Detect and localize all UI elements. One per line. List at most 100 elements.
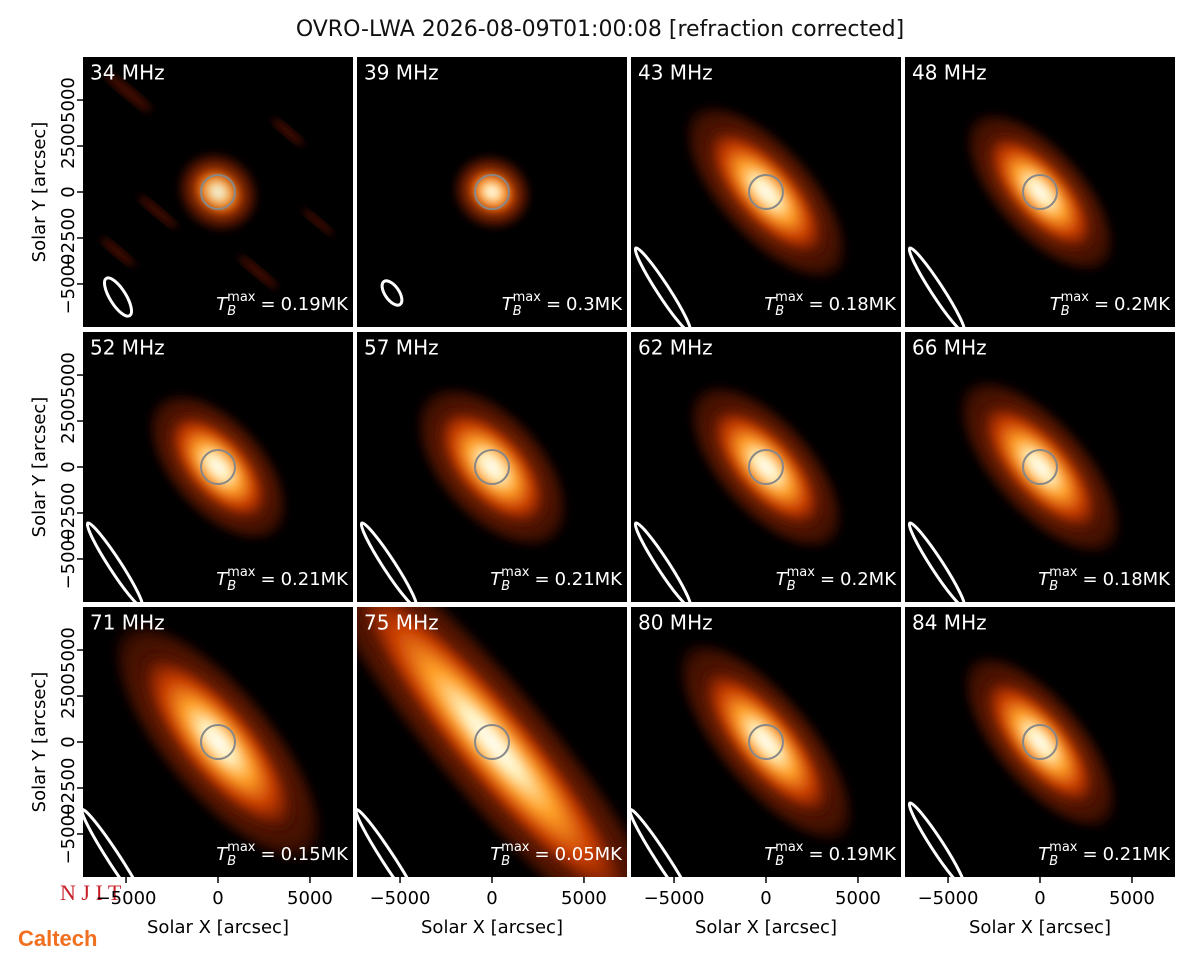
tb-value: 0.05MK xyxy=(555,844,624,865)
tb-sup: max xyxy=(501,565,530,580)
tb-value: 0.19MK xyxy=(829,844,898,865)
tb-max-label: TBmax = 0.18MK xyxy=(1038,565,1171,594)
tb-symbol: T xyxy=(490,569,503,590)
y-tick-label: −5000 xyxy=(58,804,79,865)
tb-max-label: TBmax = 0.19MK xyxy=(216,290,349,319)
solar-disk xyxy=(474,174,510,210)
tb-max-label: TBmax = 0.05MK xyxy=(490,840,623,869)
tb-sub: B xyxy=(227,854,236,869)
beam xyxy=(380,279,404,307)
y-axis-label: Solar Y [arcsec] xyxy=(29,397,50,538)
emission xyxy=(134,646,302,838)
tb-sub: B xyxy=(513,304,522,319)
tb-symbol: T xyxy=(1038,844,1051,865)
y-tick-label: −5000 xyxy=(58,529,79,590)
tb-equals: = xyxy=(1082,844,1097,865)
panel: 80 MHz TBmax = 0.19MK −5000 0 5000 Solar X [arc… xyxy=(631,607,901,938)
panel-image xyxy=(905,607,1175,877)
tb-sub: B xyxy=(775,304,784,319)
beam xyxy=(907,246,967,327)
x-tick-label: 5000 xyxy=(835,888,881,909)
panel-image xyxy=(83,332,353,602)
y-tick-label: 5000 xyxy=(58,352,79,398)
tb-sup: max xyxy=(227,290,256,305)
tb-sub: B xyxy=(775,854,784,869)
solar-disk xyxy=(200,449,236,485)
y-tick-label: 0 xyxy=(58,461,79,472)
tb-sup: max xyxy=(501,840,530,855)
tb-symbol: T xyxy=(764,844,777,865)
x-tick-label: 5000 xyxy=(287,888,333,909)
solar-disk xyxy=(200,724,236,760)
panel-image xyxy=(631,57,901,327)
tb-sub: B xyxy=(227,304,236,319)
x-tick-label: −5000 xyxy=(644,888,705,909)
tb-value: 0.21MK xyxy=(1103,844,1172,865)
x-tick-label: 0 xyxy=(212,888,223,909)
tb-equals: = xyxy=(1082,569,1097,590)
noise-blob xyxy=(238,255,278,289)
tb-sub: B xyxy=(1049,579,1058,594)
tb-equals: = xyxy=(546,294,561,315)
tb-equals: = xyxy=(808,844,823,865)
beam xyxy=(83,808,150,877)
frequency-label: 52 MHz xyxy=(90,336,165,360)
y-tick-label: 0 xyxy=(58,186,79,197)
tb-value: 0.3MK xyxy=(566,294,623,315)
panel-image xyxy=(357,332,627,602)
tb-sub: B xyxy=(1049,854,1058,869)
y-tick-label: 2500 xyxy=(58,673,79,719)
emission xyxy=(357,607,627,877)
tb-sub: B xyxy=(787,579,796,594)
tb-sub: B xyxy=(501,854,510,869)
x-tick-label: −5000 xyxy=(96,888,157,909)
noise-blob xyxy=(138,195,178,229)
y-tick-label: 2500 xyxy=(58,123,79,169)
tb-max-label: TBmax = 0.2MK xyxy=(1050,290,1172,319)
frequency-label: 43 MHz xyxy=(638,61,713,85)
panel: 84 MHz TBmax = 0.21MK −5000 0 5000 Solar X [arc… xyxy=(905,607,1175,938)
y-tick-label: 5000 xyxy=(58,77,79,123)
solar-disk xyxy=(748,174,784,210)
solar-disk xyxy=(474,724,510,760)
tb-sup: max xyxy=(787,565,816,580)
emission xyxy=(975,397,1105,537)
emission xyxy=(978,672,1102,812)
y-tick-label: 5000 xyxy=(58,627,79,673)
frequency-label: 84 MHz xyxy=(912,611,987,635)
emission xyxy=(980,128,1100,256)
beam xyxy=(359,521,419,602)
y-tick-label: −5000 xyxy=(58,254,79,315)
noise-blob xyxy=(302,208,334,236)
y-axis-label: Solar Y [arcsec] xyxy=(29,122,50,263)
panel-image xyxy=(631,607,901,877)
tb-value: 0.21MK xyxy=(555,569,624,590)
beam xyxy=(103,276,133,318)
y-tick-label: −2500 xyxy=(58,483,79,544)
x-axis-label: Solar X [arcsec] xyxy=(969,917,1111,938)
emission xyxy=(701,122,831,262)
tb-symbol: T xyxy=(490,844,503,865)
panel-image xyxy=(357,57,627,327)
tb-sup: max xyxy=(227,565,256,580)
y-tick-label: 0 xyxy=(58,736,79,747)
solar-disk xyxy=(200,174,236,210)
emission xyxy=(461,163,523,221)
emission xyxy=(696,661,836,823)
panel-image xyxy=(357,607,627,877)
y-tick-label: −2500 xyxy=(58,758,79,819)
x-tick-label: 0 xyxy=(760,888,771,909)
tb-max-label: TBmax = 0.15MK xyxy=(216,840,349,869)
tb-sup: max xyxy=(1049,565,1078,580)
x-tick-label: −5000 xyxy=(370,888,431,909)
solar-disk xyxy=(1022,449,1058,485)
solar-disk xyxy=(1022,174,1058,210)
frequency-label: 71 MHz xyxy=(90,611,165,635)
tb-symbol: T xyxy=(1050,294,1063,315)
solar-disk xyxy=(748,724,784,760)
emission xyxy=(431,403,553,531)
beam xyxy=(907,521,967,602)
